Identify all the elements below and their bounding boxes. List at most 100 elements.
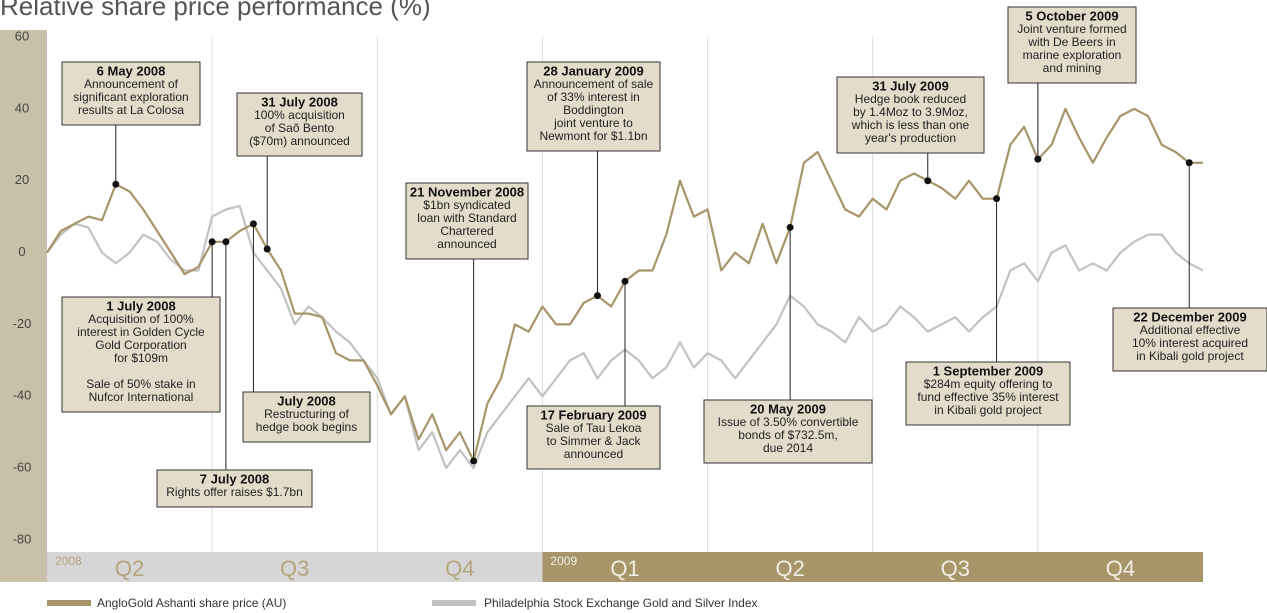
annotation-text: interest in Golden Cycle [77,325,205,339]
quarter-label: Q2 [775,556,804,581]
annotation-text: Nufcor International [89,390,194,404]
annotation-dot [786,223,794,231]
annotation-box [1007,6,1137,84]
annotation-text: announced [437,237,496,251]
quarter-label: Q1 [610,556,639,581]
annotation-box [526,405,661,470]
quarter-label: Q4 [1106,556,1135,581]
annotation-title: 1 July 2008 [106,298,175,313]
annotation-text: Joint venture formed [1017,22,1126,36]
y-tick-label: 60 [15,28,29,43]
annotation-text: year's production [865,131,956,145]
legend-swatch [47,600,91,606]
annotation-dot [249,220,257,228]
annotation-text: which is less than one [851,118,970,132]
legend-label: Philadelphia Stock Exchange Gold and Sil… [484,596,758,610]
annotation-text: Sale of 50% stake in [86,377,195,391]
annotation-text: for $109m [114,351,168,365]
annotation-text: Boddington [563,103,624,117]
annotation-text: Issue of 3.50% convertible [718,415,859,429]
chart-title: Relative share price performance (%) [0,0,431,21]
annotation-text: bonds of $732.5m, [738,428,837,442]
annotation-dot [1185,159,1193,167]
annotation-title: 31 July 2008 [261,94,338,109]
annotation-text: announced [564,447,623,461]
annotation-title: 28 January 2009 [543,63,643,78]
y-tick-label: -20 [13,316,32,331]
annotation-dot [112,180,120,188]
annotation-dot [593,292,601,300]
annotation-dot [263,245,271,253]
annotation-text: joint venture to [553,116,633,130]
annotation-text: and mining [1043,61,1102,75]
annotation-dot [208,238,216,246]
annotation-text: Additional effective [1140,323,1241,337]
annotation-text: due 2014 [763,441,813,455]
annotation-text: ($70m) announced [249,134,350,148]
annotation-text: 10% interest acquired [1132,336,1248,350]
y-tick-label: 20 [15,172,29,187]
annotation-box [703,399,873,464]
annotation-text: Newmont for $1.1bn [539,129,647,143]
annotation-text: Acquisition of 100% [88,312,194,326]
legend-label: AngloGold Ashanti share price (AU) [97,596,286,610]
quarter-label: Q4 [445,556,474,581]
annotation-text: by 1.4Moz to 3.9Moz, [853,105,968,119]
annotation-title: 20 May 2009 [750,401,826,416]
annotation-text: marine exploration [1023,48,1122,62]
annotation-dot [470,457,478,465]
annotation-text: Sale of Tau Lekoa [546,421,642,435]
annotation-dot [924,177,932,185]
annotation-text: Announcement of [84,77,179,91]
annotation-title: 31 July 2009 [872,78,949,93]
annotation-title: 5 October 2009 [1025,8,1118,23]
annotation-title: 22 December 2009 [1133,309,1246,324]
annotation-box [836,76,985,154]
year-band [542,552,1203,582]
annotation-box [405,182,529,260]
annotation-title: 17 February 2009 [540,407,646,422]
y-tick-label: 40 [15,100,29,115]
annotation-box [905,361,1071,426]
annotation-text: fund effective 35% interest [917,390,1059,404]
annotation-title: July 2008 [277,393,336,408]
annotation-text: in Kibali gold project [1136,349,1244,363]
year-label: 2008 [55,554,82,568]
annotation-box [526,61,661,152]
annotation-box [1112,307,1267,372]
annotation-text: results at La Colosa [78,103,184,117]
annotation-box [236,92,363,157]
quarter-label: Q3 [280,556,309,581]
annotation-text: with De Beers in [1027,35,1115,49]
quarter-label: Q2 [115,556,144,581]
annotation-text: significant exploration [73,90,188,104]
annotation-dot [222,238,230,246]
quarter-label: Q3 [941,556,970,581]
legend-swatch [432,600,476,606]
y-axis-strip [0,30,47,582]
annotation-box [156,469,313,508]
annotation-text: hedge book begins [256,420,357,434]
annotation-title: 6 May 2008 [97,63,166,78]
annotation-box [61,296,221,413]
annotation-text: $1bn syndicated [423,198,510,212]
y-tick-label: -60 [13,460,32,475]
annotation-dot [621,277,629,285]
annotation-text: $284m equity offering to [924,377,1053,391]
annotation-title: 7 July 2008 [200,471,269,486]
annotation-text: Restructuring of [264,407,349,421]
annotation-text: Announcement of sale [534,77,654,91]
annotation-box [242,391,371,443]
y-tick-label: -80 [13,531,32,546]
annotation-dot [1034,155,1042,163]
y-tick-label: 0 [18,244,25,259]
y-tick-label: -40 [13,388,32,403]
year-label: 2009 [550,554,577,568]
annotation-text: loan with Standard [417,211,516,225]
annotation-text: Hedge book reduced [855,92,966,106]
annotation-title: 21 November 2008 [410,184,524,199]
annotation-text: of 33% interest in [547,90,640,104]
annotation-dot [993,195,1001,203]
annotation-text: Gold Corporation [95,338,186,352]
